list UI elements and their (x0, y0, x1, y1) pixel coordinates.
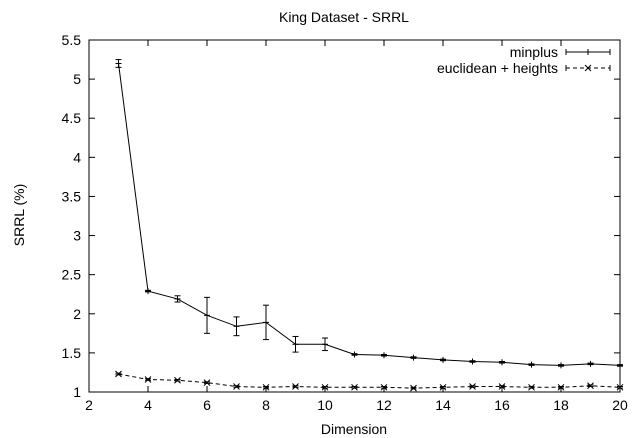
y-tick-label: 1.5 (62, 345, 82, 361)
y-tick-label: 1 (73, 384, 81, 400)
data-point-cross (174, 376, 181, 384)
x-tick-label: 14 (435, 397, 451, 413)
y-tick-label: 3.5 (62, 188, 82, 204)
y-tick-label: 3 (73, 228, 81, 244)
data-point-cross (144, 376, 152, 383)
data-point-cross (233, 383, 240, 390)
data-point-cross (410, 384, 417, 392)
y-tick-label: 5 (73, 71, 81, 87)
plot-area: 2 4 6 8 10 12 14 16 18 20 1 1.5 2 2.5 3 3.5 4 4.5 5 5.5 minp… (62, 32, 628, 413)
x-tick-label: 18 (553, 397, 569, 413)
chart-title: King Dataset - SRRL (279, 9, 409, 25)
x-tick-label: 10 (317, 397, 333, 413)
legend-marker (584, 64, 592, 72)
legend-label: euclidean + heights (437, 60, 558, 76)
y-tick-label: 2.5 (62, 267, 82, 283)
x-tick-label: 8 (262, 397, 270, 413)
y-tick-label: 4 (73, 149, 81, 165)
data-point-cross (262, 383, 270, 391)
x-tick-label: 16 (494, 397, 510, 413)
data-point-cross (498, 383, 506, 390)
x-axis-label: Dimension (321, 421, 387, 437)
data-point-cross (469, 383, 476, 390)
data-point-cross (616, 383, 624, 391)
data-point-cross (587, 382, 594, 390)
legend-label: minplus (510, 44, 558, 60)
data-point-cross (557, 383, 565, 391)
data-point-cross (292, 383, 299, 390)
y-tick-label: 2 (73, 306, 81, 322)
data-point-cross (115, 370, 122, 378)
data-point-cross (439, 383, 447, 391)
y-tick-label: 4.5 (62, 110, 82, 126)
y-axis-label: SRRL (%) (11, 184, 27, 247)
data-point-cross (351, 383, 358, 391)
x-tick-label: 4 (144, 397, 152, 413)
x-tick-label: 2 (85, 397, 93, 413)
data-point-cross (528, 383, 535, 391)
x-tick-label: 20 (612, 397, 628, 413)
data-point-cross (203, 379, 211, 386)
series-line-1 (118, 373, 621, 389)
plot-frame (88, 39, 621, 393)
data-point-cross (380, 383, 388, 391)
y-tick-label: 5.5 (62, 32, 82, 48)
data-point-cross (321, 383, 329, 391)
x-tick-label: 12 (376, 397, 392, 413)
series-line-0 (118, 63, 621, 366)
x-tick-label: 6 (203, 397, 211, 413)
